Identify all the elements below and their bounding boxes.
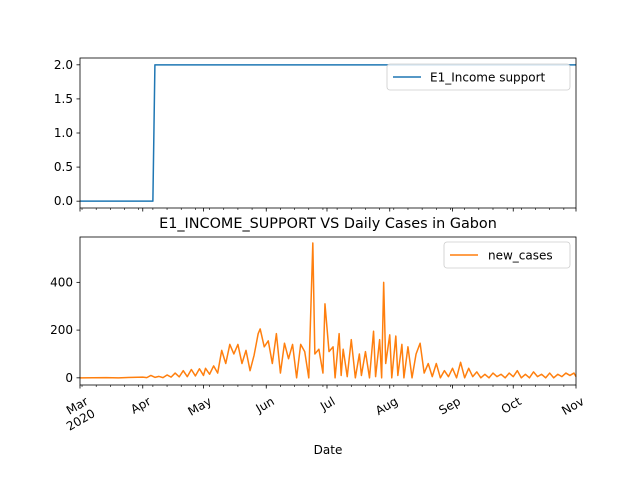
bottom-legend-box — [443, 241, 571, 269]
bottom-legend-label: new_cases — [488, 249, 553, 263]
new-cases-series-group — [79, 242, 577, 379]
x-tick-label: Oct — [499, 394, 524, 417]
bottom-y-tick-label: 200 — [50, 323, 73, 337]
bottom-y-tick-label: 0 — [65, 371, 73, 385]
bottom-axes-frame — [79, 236, 577, 386]
income-support-series-group — [80, 64, 576, 202]
top-y-axis-ticks: 0.0 0.5 1.0 1.5 2.0 — [54, 58, 80, 208]
x-axis-label: Date — [314, 443, 343, 457]
top-legend-box — [386, 63, 571, 91]
x-tick-label: Apr — [128, 394, 153, 417]
top-x-axis-ticks — [79, 208, 577, 212]
bottom-x-axis-ticks: Mar2020 Apr May Jun Jul Aug Sep Oct Nov — [57, 385, 587, 434]
bottom-y-tick-label: 400 — [50, 275, 73, 289]
top-y-tick-label: 0.5 — [54, 160, 73, 174]
top-legend-label: E1_Income support — [430, 71, 546, 85]
top-y-tick-label: 1.0 — [54, 126, 73, 140]
top-y-tick-label: 1.5 — [54, 92, 73, 106]
income-support-subplot: 0.0 0.5 1.0 1.5 2.0 E1_Income support — [54, 57, 577, 212]
x-tick-label: Mar2020 — [57, 394, 98, 434]
x-tick-label: Jun — [253, 394, 277, 416]
x-tick-label: Nov — [559, 394, 586, 418]
x-tick-label: Sep — [436, 394, 463, 417]
bottom-chart-title: E1_INCOME_SUPPORT VS Daily Cases in Gabo… — [159, 216, 497, 232]
bottom-y-axis-ticks: 0 200 400 — [50, 275, 80, 385]
x-tick-label: May — [186, 394, 214, 419]
top-series-line-0 — [80, 64, 576, 202]
bottom-series-line-0 — [79, 242, 577, 379]
top-y-tick-label: 0.0 — [54, 194, 73, 208]
top-legend: E1_Income support — [386, 63, 571, 91]
daily-cases-subplot: E1_INCOME_SUPPORT VS Daily Cases in Gabo… — [50, 216, 586, 457]
top-y-tick-label: 2.0 — [54, 58, 73, 72]
top-axes-frame — [79, 57, 577, 209]
x-tick-label: Aug — [373, 394, 400, 418]
x-tick-label: Jul — [317, 394, 337, 414]
bottom-legend: new_cases — [443, 241, 571, 269]
